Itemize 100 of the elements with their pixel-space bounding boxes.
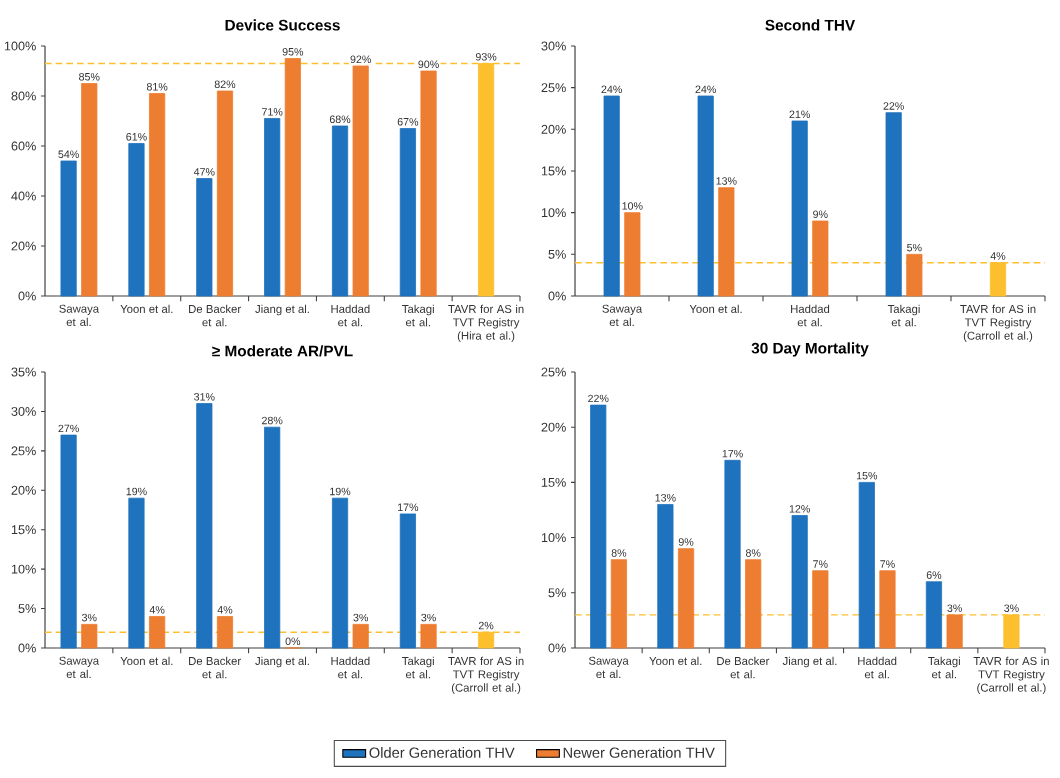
bar [399, 513, 416, 649]
x-tick-label: De Backer et al. [189, 656, 241, 679]
bar [879, 570, 896, 649]
bar [60, 434, 77, 649]
bar [718, 187, 735, 297]
y-tick-label: 30% [541, 41, 566, 51]
data-label: 85% [79, 73, 100, 81]
y-tick-label: 15% [541, 166, 566, 176]
bar [264, 118, 281, 297]
x-tick-label: Jiang et al. [255, 304, 309, 316]
bar [610, 559, 627, 649]
x-tick-label: Takagi et al. [887, 304, 920, 327]
x-tick-label: Sawaya et al. [602, 304, 643, 327]
bar [624, 212, 641, 297]
x-tick-label: Haddad et al. [791, 304, 830, 327]
data-label: 15% [856, 471, 878, 480]
x-tick-label: Yoon et al. [120, 656, 173, 666]
bar [196, 403, 213, 649]
data-label: 68% [329, 115, 351, 124]
y-tick-label: 0% [18, 643, 36, 653]
data-label: 81% [146, 83, 168, 91]
bar [128, 497, 145, 649]
data-label: 10% [622, 202, 643, 210]
data-label: 8% [745, 549, 761, 557]
bar [858, 481, 875, 649]
bar [352, 623, 369, 649]
data-label: 8% [611, 549, 627, 557]
data-label: 9% [813, 210, 828, 219]
data-label: 3% [1004, 604, 1019, 612]
y-tick-label: 30% [11, 406, 36, 416]
chart-title: ≥ Moderate AR/PVL [212, 345, 353, 357]
data-label: 24% [695, 85, 716, 94]
bar [697, 95, 714, 297]
y-tick-label: 10% [541, 533, 566, 543]
data-label: 9% [678, 538, 694, 546]
bar [216, 616, 234, 649]
y-tick-label: 10% [541, 208, 566, 218]
chart-title: 30 Day Mortality [751, 342, 869, 357]
legend-label: Older Generation THV [369, 747, 515, 758]
data-label: 28% [262, 416, 283, 425]
data-label: 13% [655, 493, 676, 502]
y-tick-label: 20% [541, 124, 566, 134]
bar [420, 623, 437, 649]
bar [590, 404, 607, 649]
bar [149, 93, 166, 297]
data-label: 4% [149, 606, 165, 614]
x-tick-label: Yoon et al. [649, 656, 702, 666]
data-label: 93% [475, 53, 497, 61]
bar [284, 58, 301, 297]
y-tick-label: 25% [11, 446, 36, 456]
bar [331, 497, 349, 649]
y-tick-label: 0% [548, 291, 566, 301]
bar [677, 548, 695, 649]
x-tick-label: TAVR for AS in TVT Registry (Hira et al.) [448, 304, 524, 342]
bar [791, 120, 808, 297]
x-tick-label: Takagi et al. [402, 656, 434, 679]
y-tick-label: 25% [541, 367, 566, 377]
bar [603, 95, 620, 297]
data-label: 27% [58, 424, 79, 433]
bar [745, 559, 762, 649]
x-tick-label: Sawaya et al. [588, 656, 629, 679]
y-tick-label: 80% [11, 91, 36, 101]
data-label: 54% [58, 150, 79, 159]
bar [149, 616, 166, 649]
bar [399, 128, 416, 297]
data-label: 90% [418, 60, 439, 69]
y-tick-label: 20% [541, 422, 566, 432]
x-tick-label: Jiang et al. [782, 656, 837, 668]
data-label: 3% [421, 613, 436, 622]
y-tick-label: 25% [541, 83, 566, 93]
data-label: 67% [397, 118, 419, 126]
bar [81, 83, 98, 297]
y-tick-label: 35% [11, 367, 36, 377]
bar [812, 570, 829, 649]
x-tick-label: Yoon et al. [120, 304, 173, 314]
data-label: 12% [789, 505, 810, 513]
bar [946, 614, 963, 649]
data-label: 17% [722, 449, 743, 458]
data-label: 71% [262, 108, 283, 116]
data-label: 95% [282, 48, 304, 56]
data-label: 7% [813, 560, 828, 568]
bar [885, 112, 902, 297]
data-label: 22% [883, 102, 904, 110]
y-tick-label: 100% [4, 41, 36, 51]
data-label: 61% [126, 133, 147, 141]
x-tick-label: Sawaya et al. [59, 656, 100, 679]
data-label: 3% [947, 604, 962, 612]
y-tick-label: 5% [548, 249, 566, 259]
bar [128, 143, 145, 297]
data-label: 6% [926, 571, 942, 579]
bar [657, 504, 674, 649]
x-tick-label: Yoon et al. [689, 304, 742, 314]
data-label: 3% [353, 613, 369, 622]
data-label: 82% [214, 80, 236, 89]
y-tick-label: 5% [18, 604, 36, 614]
bar [420, 70, 437, 297]
x-tick-label: Haddad et al. [858, 656, 897, 679]
y-tick-label: 20% [11, 241, 36, 251]
bar [925, 581, 943, 649]
bar [906, 253, 923, 297]
